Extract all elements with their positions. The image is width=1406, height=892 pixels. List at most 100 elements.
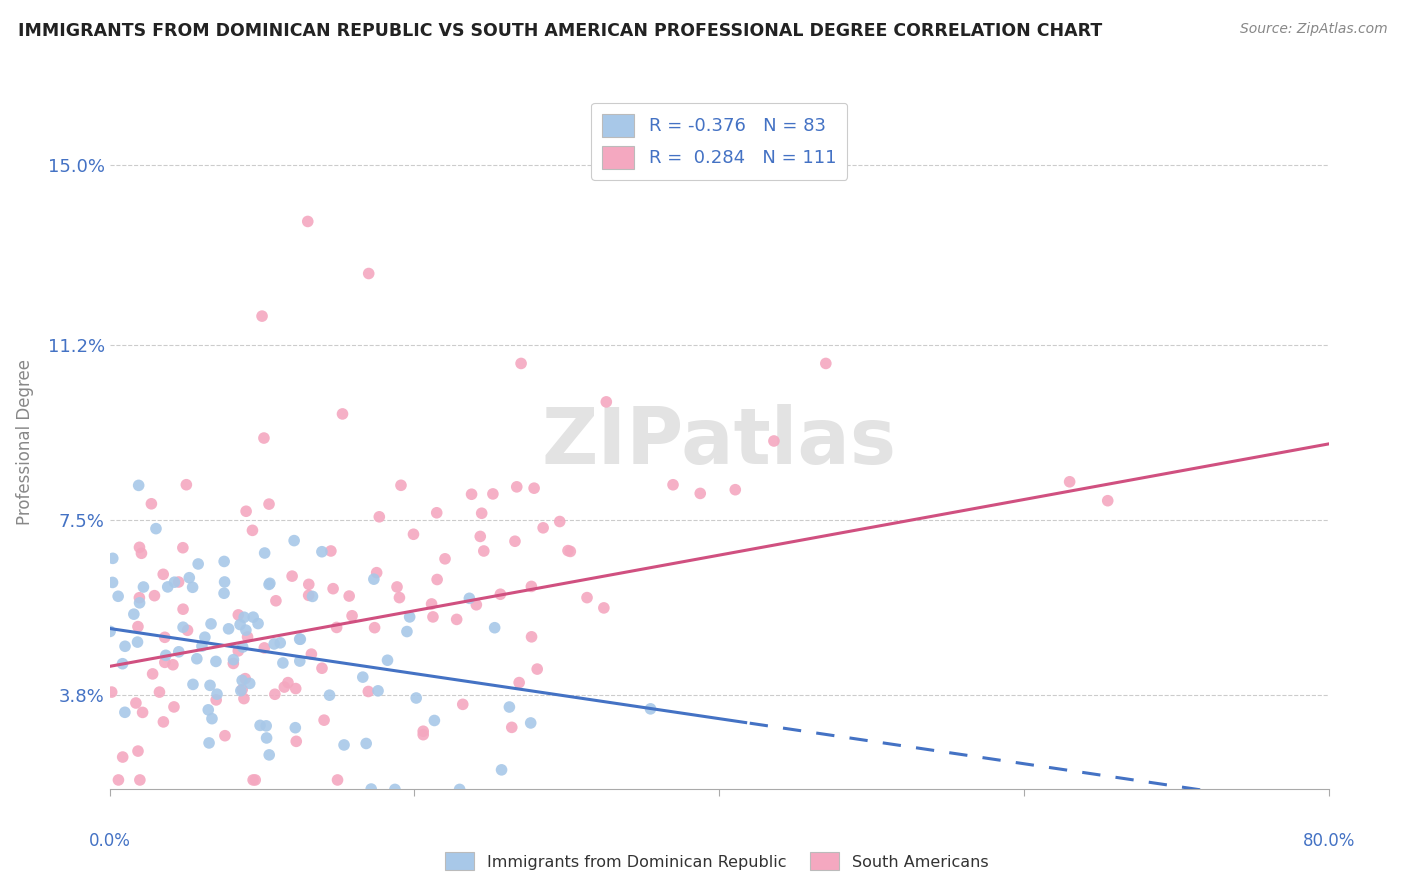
Point	[484, 621, 506, 635]
Point	[131, 706, 153, 720]
Point	[218, 622, 240, 636]
Point	[205, 693, 228, 707]
Point	[233, 610, 256, 624]
Point	[229, 683, 252, 698]
Point	[299, 647, 322, 661]
Point	[281, 569, 304, 583]
Point	[253, 431, 276, 445]
Point	[229, 617, 252, 632]
Point	[367, 683, 389, 698]
Point	[311, 661, 333, 675]
Point	[451, 698, 474, 712]
Point	[465, 598, 488, 612]
Point	[298, 577, 321, 591]
Point	[242, 772, 264, 787]
Point	[145, 522, 167, 536]
Point	[503, 534, 526, 549]
Point	[128, 478, 150, 492]
Point	[297, 214, 319, 228]
Point	[197, 703, 219, 717]
Point	[395, 624, 418, 639]
Point	[332, 407, 354, 421]
Point	[285, 734, 308, 748]
Point	[128, 541, 150, 555]
Point	[179, 571, 201, 585]
Point	[368, 509, 391, 524]
Point	[187, 557, 209, 571]
Point	[506, 480, 529, 494]
Point	[333, 738, 356, 752]
Point	[531, 521, 554, 535]
Point	[186, 651, 208, 665]
Point	[181, 677, 204, 691]
Point	[434, 551, 457, 566]
Point	[290, 632, 312, 647]
Y-axis label: Professional Degree: Professional Degree	[15, 359, 34, 524]
Point	[198, 678, 221, 692]
Point	[288, 654, 311, 668]
Point	[176, 624, 198, 638]
Point	[510, 356, 533, 370]
Point	[172, 541, 194, 555]
Point	[405, 691, 427, 706]
Point	[152, 567, 174, 582]
Point	[322, 582, 344, 596]
Point	[449, 782, 471, 797]
Point	[131, 546, 153, 560]
Point	[163, 700, 186, 714]
Point	[257, 497, 280, 511]
Point	[256, 731, 278, 745]
Point	[412, 724, 434, 739]
Point	[127, 635, 149, 649]
Point	[354, 736, 377, 750]
Point	[576, 591, 599, 605]
Text: 80.0%: 80.0%	[1302, 832, 1355, 850]
Point	[340, 608, 363, 623]
Point	[181, 580, 204, 594]
Point	[326, 772, 349, 787]
Point	[388, 591, 411, 605]
Point	[301, 590, 323, 604]
Point	[194, 630, 217, 644]
Point	[689, 486, 711, 500]
Point	[214, 729, 236, 743]
Point	[312, 713, 335, 727]
Point	[470, 529, 492, 543]
Point	[233, 672, 256, 686]
Text: Source: ZipAtlas.com: Source: ZipAtlas.com	[1240, 22, 1388, 37]
Point	[226, 607, 249, 622]
Point	[269, 636, 291, 650]
Point	[101, 575, 124, 590]
Point	[233, 691, 256, 706]
Point	[489, 587, 512, 601]
Point	[245, 772, 267, 787]
Point	[143, 589, 166, 603]
Point	[402, 527, 425, 541]
Point	[498, 700, 520, 714]
Point	[762, 434, 785, 448]
Point	[155, 648, 177, 663]
Point	[253, 640, 276, 655]
Point	[114, 640, 136, 654]
Point	[264, 594, 287, 608]
Point	[132, 580, 155, 594]
Point	[1097, 493, 1119, 508]
Text: 0.0%: 0.0%	[89, 832, 131, 850]
Point	[526, 662, 548, 676]
Point	[153, 656, 176, 670]
Point	[595, 395, 617, 409]
Legend: R = -0.376   N = 83, R =  0.284   N = 111: R = -0.376 N = 83, R = 0.284 N = 111	[591, 103, 848, 180]
Point	[235, 623, 257, 637]
Point	[264, 687, 287, 701]
Point	[277, 675, 299, 690]
Point	[231, 682, 253, 697]
Point	[128, 772, 150, 787]
Point	[271, 656, 294, 670]
Point	[107, 589, 129, 603]
Point	[259, 576, 281, 591]
Point	[446, 612, 468, 626]
Point	[222, 657, 245, 671]
Point	[176, 477, 198, 491]
Point	[191, 639, 214, 653]
Point	[101, 551, 124, 566]
